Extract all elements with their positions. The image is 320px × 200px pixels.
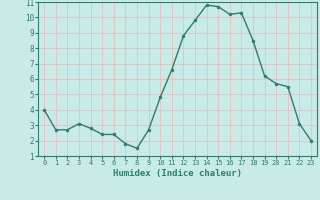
X-axis label: Humidex (Indice chaleur): Humidex (Indice chaleur)	[113, 169, 242, 178]
